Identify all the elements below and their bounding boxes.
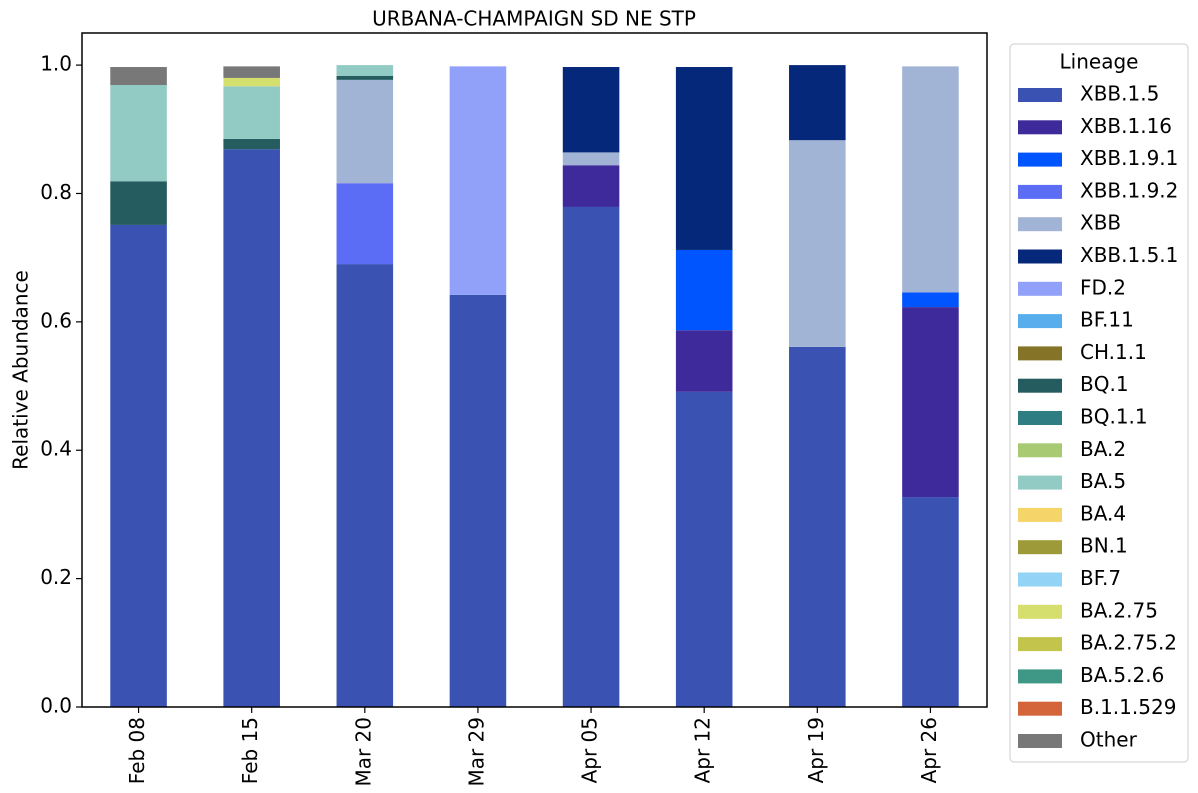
y-tick-label: 1.0 xyxy=(40,52,72,76)
legend-swatch xyxy=(1018,604,1062,619)
bar-segment xyxy=(675,249,733,331)
legend-label: Other xyxy=(1080,728,1138,752)
legend-swatch xyxy=(1018,411,1062,425)
legend-title: Lineage xyxy=(1060,50,1139,74)
legend-swatch xyxy=(1018,443,1062,458)
legend-swatch xyxy=(1018,217,1062,232)
x-tick-label: Apr 12 xyxy=(691,717,715,783)
bar-segment xyxy=(223,86,280,139)
bar-segment xyxy=(110,224,167,708)
x-tick-label: Mar 20 xyxy=(351,717,375,787)
bar-segment xyxy=(336,79,394,184)
bar-segment xyxy=(902,307,959,498)
legend-label: BA.5 xyxy=(1080,469,1126,493)
bar-segment xyxy=(562,67,620,153)
chart-title: URBANA-CHAMPAIGN SD NE STP xyxy=(372,7,696,31)
y-axis-label: Relative Abundance xyxy=(9,270,33,470)
legend-swatch xyxy=(1018,281,1062,296)
bar-segment xyxy=(789,346,846,707)
legend-label: BA.4 xyxy=(1080,501,1126,525)
legend-swatch xyxy=(1018,346,1062,361)
bar-segment xyxy=(449,66,507,295)
legend-swatch xyxy=(1018,152,1062,167)
bar-segment xyxy=(675,330,733,392)
y-tick-label: 0.4 xyxy=(40,437,72,461)
legend-label: XBB.1.16 xyxy=(1080,114,1172,138)
bar-segment xyxy=(562,206,620,708)
y-tick-label: 0.8 xyxy=(40,180,72,204)
bar-segment xyxy=(675,391,733,707)
bar-segment xyxy=(336,65,394,77)
legend-label: XBB xyxy=(1080,211,1121,235)
x-tick-label: Mar 29 xyxy=(464,717,488,787)
legend-label: XBB.1.9.2 xyxy=(1080,178,1178,202)
legend-swatch xyxy=(1018,701,1062,716)
legend-label: BA.2.75.2 xyxy=(1080,631,1177,655)
legend-label: BA.2.75 xyxy=(1080,598,1158,622)
legend-label: CH.1.1 xyxy=(1080,340,1147,364)
x-tick-label: Apr 26 xyxy=(917,717,941,783)
x-tick-label: Apr 05 xyxy=(578,717,602,783)
bar-segment xyxy=(902,497,959,707)
plot-frame xyxy=(81,32,988,708)
legend-label: BA.5.2.6 xyxy=(1080,663,1164,687)
bar-segment xyxy=(223,138,280,150)
bar-segment xyxy=(449,294,507,707)
legend-swatch xyxy=(1018,540,1062,555)
y-tick-label: 0.0 xyxy=(40,694,72,718)
bar-segment xyxy=(789,140,846,347)
legend-swatch xyxy=(1018,314,1062,329)
legend-swatch xyxy=(1018,120,1062,135)
legend-swatch xyxy=(1018,507,1062,522)
bar-segment xyxy=(789,65,846,141)
bar-segment xyxy=(562,165,620,207)
x-tick-label: Feb 15 xyxy=(238,717,262,784)
legend-swatch xyxy=(1018,378,1062,393)
legend-label: BQ.1.1 xyxy=(1080,405,1148,429)
bar-segment xyxy=(562,152,620,166)
legend-label: XBB.1.5 xyxy=(1080,82,1159,106)
legend-label: FD.2 xyxy=(1080,275,1126,299)
bar-segment xyxy=(336,264,394,707)
legend-label: BN.1 xyxy=(1080,534,1128,558)
y-tick-label: 0.6 xyxy=(40,308,72,332)
bar-segment xyxy=(223,66,280,78)
bar-segment xyxy=(336,76,394,80)
legend-swatch xyxy=(1018,249,1062,264)
bar-segment xyxy=(902,66,959,293)
x-tick-label: Apr 19 xyxy=(804,717,828,783)
legend-swatch xyxy=(1018,184,1062,199)
legend-label: BF.11 xyxy=(1080,308,1134,332)
bar-segment xyxy=(110,84,167,182)
bar-segment xyxy=(675,67,733,250)
legend-label: XBB.1.5.1 xyxy=(1080,243,1178,267)
legend-swatch xyxy=(1018,475,1062,490)
bar-segment xyxy=(223,149,280,708)
bar-segment xyxy=(110,67,167,85)
x-tick-label: Feb 08 xyxy=(125,717,149,784)
legend-swatch xyxy=(1018,637,1062,652)
legend-swatch xyxy=(1018,572,1062,587)
legend-label: B.1.1.529 xyxy=(1080,695,1176,719)
legend-label: XBB.1.9.1 xyxy=(1080,146,1178,170)
legend-label: BQ.1 xyxy=(1080,372,1129,396)
bar-segment xyxy=(223,77,280,87)
bar-segment xyxy=(902,292,959,308)
legend-swatch xyxy=(1018,734,1062,748)
bar-segment xyxy=(110,181,167,225)
legend-swatch xyxy=(1018,88,1062,102)
legend-label: BA.2 xyxy=(1080,437,1126,461)
legend-swatch xyxy=(1018,669,1062,684)
y-tick-label: 0.2 xyxy=(40,565,72,589)
bar-segment xyxy=(336,183,394,265)
legend-label: BF.7 xyxy=(1080,566,1121,590)
